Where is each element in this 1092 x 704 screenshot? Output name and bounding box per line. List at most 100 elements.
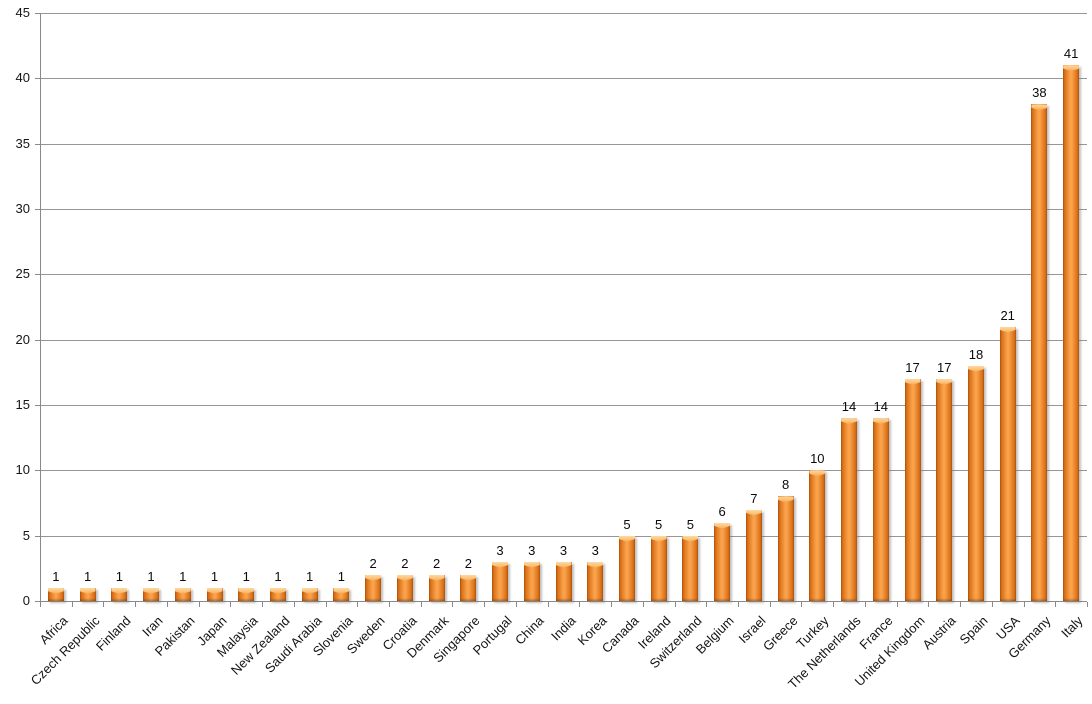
- gridline: [40, 405, 1087, 406]
- y-axis-tick-label: 25: [15, 266, 30, 282]
- y-axis-tick: [35, 405, 40, 406]
- x-axis-tick: [420, 602, 422, 607]
- y-axis-tick: [35, 143, 40, 145]
- bar-switzerland: [682, 535, 699, 602]
- x-axis-tick: [833, 602, 835, 607]
- value-label: 3: [559, 542, 568, 558]
- y-axis-tick-label: 35: [15, 135, 30, 151]
- x-axis-tick: [642, 602, 644, 607]
- y-axis-tick-label: 5: [22, 527, 30, 543]
- bar-denmark: [428, 574, 445, 602]
- x-axis-tick: [991, 602, 993, 607]
- bar-belgium: [714, 522, 731, 602]
- gridline: [40, 535, 1087, 537]
- value-label: 3: [496, 542, 504, 558]
- value-label: 8: [781, 477, 790, 493]
- value-label: 18: [968, 346, 984, 362]
- value-label: 5: [623, 516, 631, 532]
- x-axis-tick: [547, 602, 549, 607]
- bar-malaysia: [238, 587, 255, 602]
- x-axis-tick: [357, 602, 359, 607]
- value-label: 3: [528, 542, 536, 558]
- x-axis-tick: [135, 602, 137, 607]
- bar-korea: [587, 561, 604, 602]
- x-axis-tick: [452, 602, 454, 607]
- x-axis-tick: [1055, 602, 1057, 607]
- x-axis-line: [35, 601, 1087, 602]
- value-label: 2: [401, 555, 409, 571]
- x-axis-tick: [198, 602, 200, 607]
- x-axis-tick: [103, 602, 105, 607]
- bar-turkey: [809, 470, 826, 601]
- gridline: [40, 209, 1087, 210]
- value-label: 1: [210, 568, 219, 584]
- bar-sweden: [365, 574, 382, 602]
- y-axis-tick-label: 45: [15, 5, 30, 20]
- value-label: 1: [242, 568, 250, 584]
- value-label: 14: [841, 399, 857, 415]
- y-axis-tick-label: 15: [15, 397, 30, 412]
- bar-new-zealand: [269, 587, 286, 602]
- value-label: 1: [52, 568, 60, 584]
- x-axis-tick: [262, 602, 264, 607]
- bar-usa: [999, 326, 1016, 602]
- y-axis-tick: [35, 78, 40, 80]
- bar-slovenia: [333, 587, 350, 602]
- y-axis-tick: [35, 470, 40, 472]
- value-label: 17: [905, 359, 920, 375]
- bar-pakistan: [174, 587, 191, 602]
- bar-china: [523, 561, 540, 602]
- bar-singapore: [460, 574, 477, 602]
- y-axis-tick: [35, 209, 40, 210]
- value-label: 1: [83, 568, 92, 584]
- y-axis-line: [40, 13, 41, 601]
- value-label: 3: [591, 542, 599, 558]
- bar-croatia: [396, 574, 413, 602]
- x-axis-tick: [389, 602, 390, 607]
- y-axis-tick: [35, 339, 40, 341]
- x-axis-tick: [674, 602, 676, 607]
- value-label: 17: [936, 359, 952, 375]
- x-axis-tick: [1023, 602, 1025, 607]
- x-axis-tick: [293, 602, 295, 607]
- value-label: 2: [369, 555, 377, 571]
- y-axis-tick: [35, 535, 40, 537]
- bar-czech-republic: [79, 587, 96, 602]
- bar-italy: [1063, 65, 1080, 601]
- bar-finland: [111, 587, 128, 602]
- gridline: [40, 339, 1087, 341]
- x-axis-tick: [769, 602, 771, 607]
- value-label: 1: [147, 568, 155, 584]
- bar-france: [872, 418, 889, 601]
- value-label: 5: [655, 516, 663, 532]
- bar-greece: [777, 496, 794, 601]
- bar-africa: [47, 587, 64, 602]
- bar-ireland: [650, 535, 667, 602]
- y-axis-tick-label: 30: [15, 201, 30, 216]
- x-axis-tick: [71, 602, 73, 607]
- value-label: 38: [1032, 85, 1047, 101]
- bar-germany: [1031, 104, 1048, 601]
- y-axis-tick: [35, 13, 40, 14]
- x-axis-tick: [928, 602, 930, 607]
- x-axis-tick: [864, 602, 866, 607]
- x-axis-tick: [40, 602, 41, 607]
- value-label: 21: [1000, 307, 1015, 323]
- x-axis-tick: [738, 602, 739, 607]
- bar-canada: [618, 535, 635, 602]
- x-axis-tick: [579, 602, 581, 607]
- value-label: 2: [432, 555, 441, 571]
- value-label: 1: [306, 568, 314, 584]
- x-axis-tick: [515, 602, 517, 607]
- value-label: 5: [686, 516, 695, 532]
- x-axis-tick: [484, 602, 486, 607]
- bar-portugal: [492, 561, 509, 602]
- bar-the-netherlands: [841, 418, 858, 601]
- value-label: 1: [337, 568, 346, 584]
- y-axis-tick: [35, 274, 40, 276]
- value-label: 6: [718, 503, 726, 519]
- x-axis-tick: [611, 602, 613, 607]
- gridline: [40, 274, 1087, 276]
- value-label: 2: [464, 555, 472, 571]
